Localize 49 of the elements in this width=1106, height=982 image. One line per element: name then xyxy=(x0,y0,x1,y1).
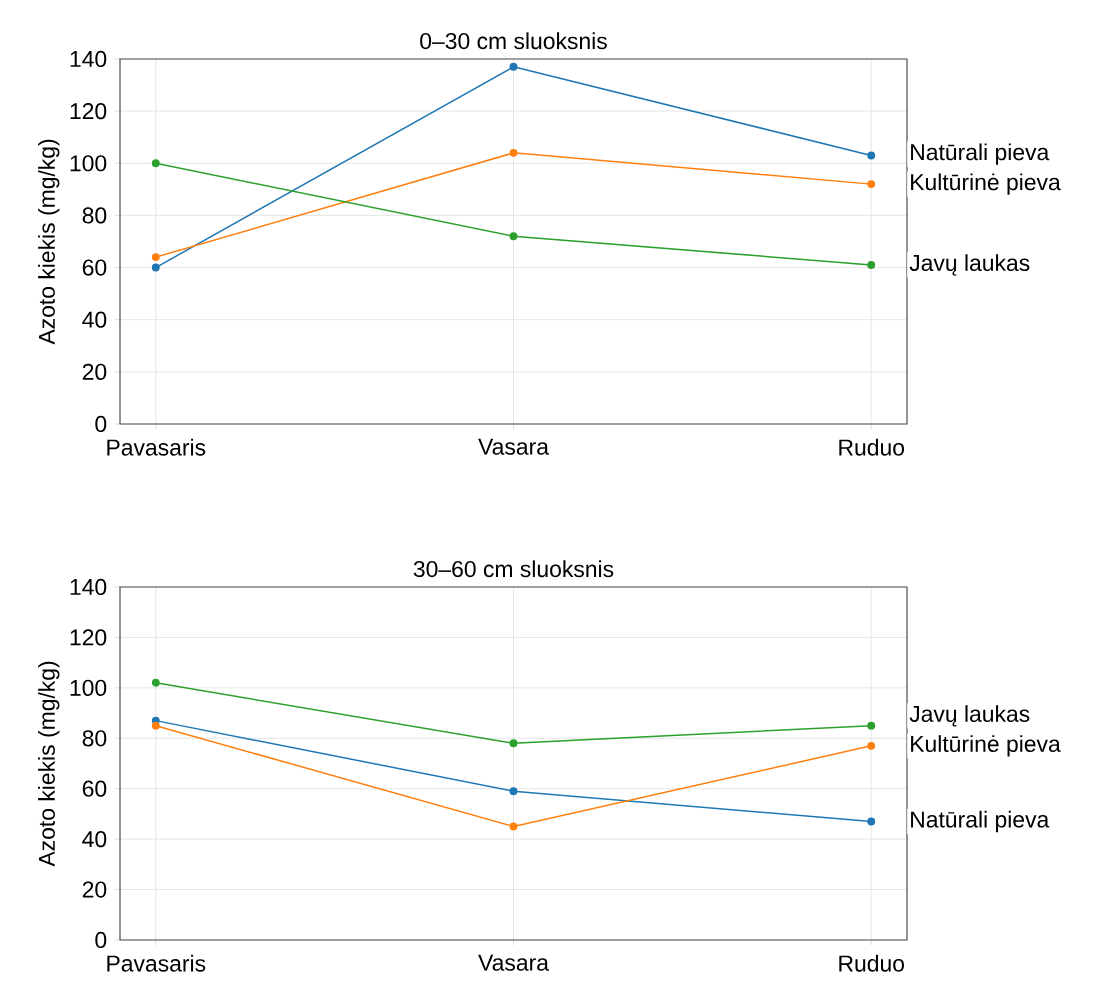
x-tick-label: Ruduo xyxy=(839,954,905,972)
point xyxy=(151,678,160,687)
point xyxy=(509,148,518,157)
y-tick-label: 80 xyxy=(82,207,107,224)
point xyxy=(867,260,876,269)
y-tick-label: 80 xyxy=(82,730,107,747)
series-label: Kultūrinė pieva xyxy=(911,173,1061,195)
point xyxy=(151,263,160,272)
y-axis-title: Azoto kiekis (mg/kg) xyxy=(38,661,60,867)
point xyxy=(509,787,518,796)
y-tick-label: 120 xyxy=(70,103,107,120)
x-tick-label: Pavasaris xyxy=(107,954,206,972)
point xyxy=(509,739,518,748)
point xyxy=(867,741,876,750)
point xyxy=(151,253,160,262)
series-label: Natūrali pieva xyxy=(911,810,1050,833)
y-tick-label: 100 xyxy=(70,679,107,696)
series-label: Kultūrinė pieva xyxy=(911,735,1061,757)
y-tick-label: 20 xyxy=(82,881,107,898)
point xyxy=(867,180,876,189)
y-tick-label: 0 xyxy=(95,931,107,949)
series-label: Natūrali pieva xyxy=(911,143,1050,165)
y-tick-label: 20 xyxy=(82,363,107,380)
x-tick-label: Ruduo xyxy=(839,438,905,456)
y-tick-label: 40 xyxy=(82,311,107,328)
point xyxy=(509,232,518,241)
chart-title: 30–60 cm sluoksnis xyxy=(413,560,614,578)
y-tick-label: 140 xyxy=(70,50,107,68)
y-tick-label: 60 xyxy=(82,259,107,276)
series-label: Javų laukas xyxy=(909,705,1030,727)
chart-title: 0–30 cm sluoksnis xyxy=(420,32,607,50)
y-tick-label: 120 xyxy=(70,629,107,646)
y-tick-label: 0 xyxy=(95,415,107,433)
x-tick-label: Pavasaris xyxy=(107,438,206,456)
point xyxy=(151,159,160,168)
y-tick-label: 100 xyxy=(70,155,107,172)
x-tick-label: Vasara xyxy=(478,438,549,455)
point xyxy=(867,721,876,730)
point xyxy=(509,822,518,831)
point xyxy=(867,817,876,826)
x-tick-label: Vasara xyxy=(478,954,549,971)
point xyxy=(867,151,876,160)
point xyxy=(509,62,518,71)
point xyxy=(151,721,160,730)
y-tick-label: 40 xyxy=(82,831,107,848)
series-label: Javų laukas xyxy=(909,254,1030,276)
y-axis-title: Azoto kiekis (mg/kg) xyxy=(38,139,60,345)
y-tick-label: 60 xyxy=(82,780,107,797)
y-tick-label: 140 xyxy=(70,578,107,596)
